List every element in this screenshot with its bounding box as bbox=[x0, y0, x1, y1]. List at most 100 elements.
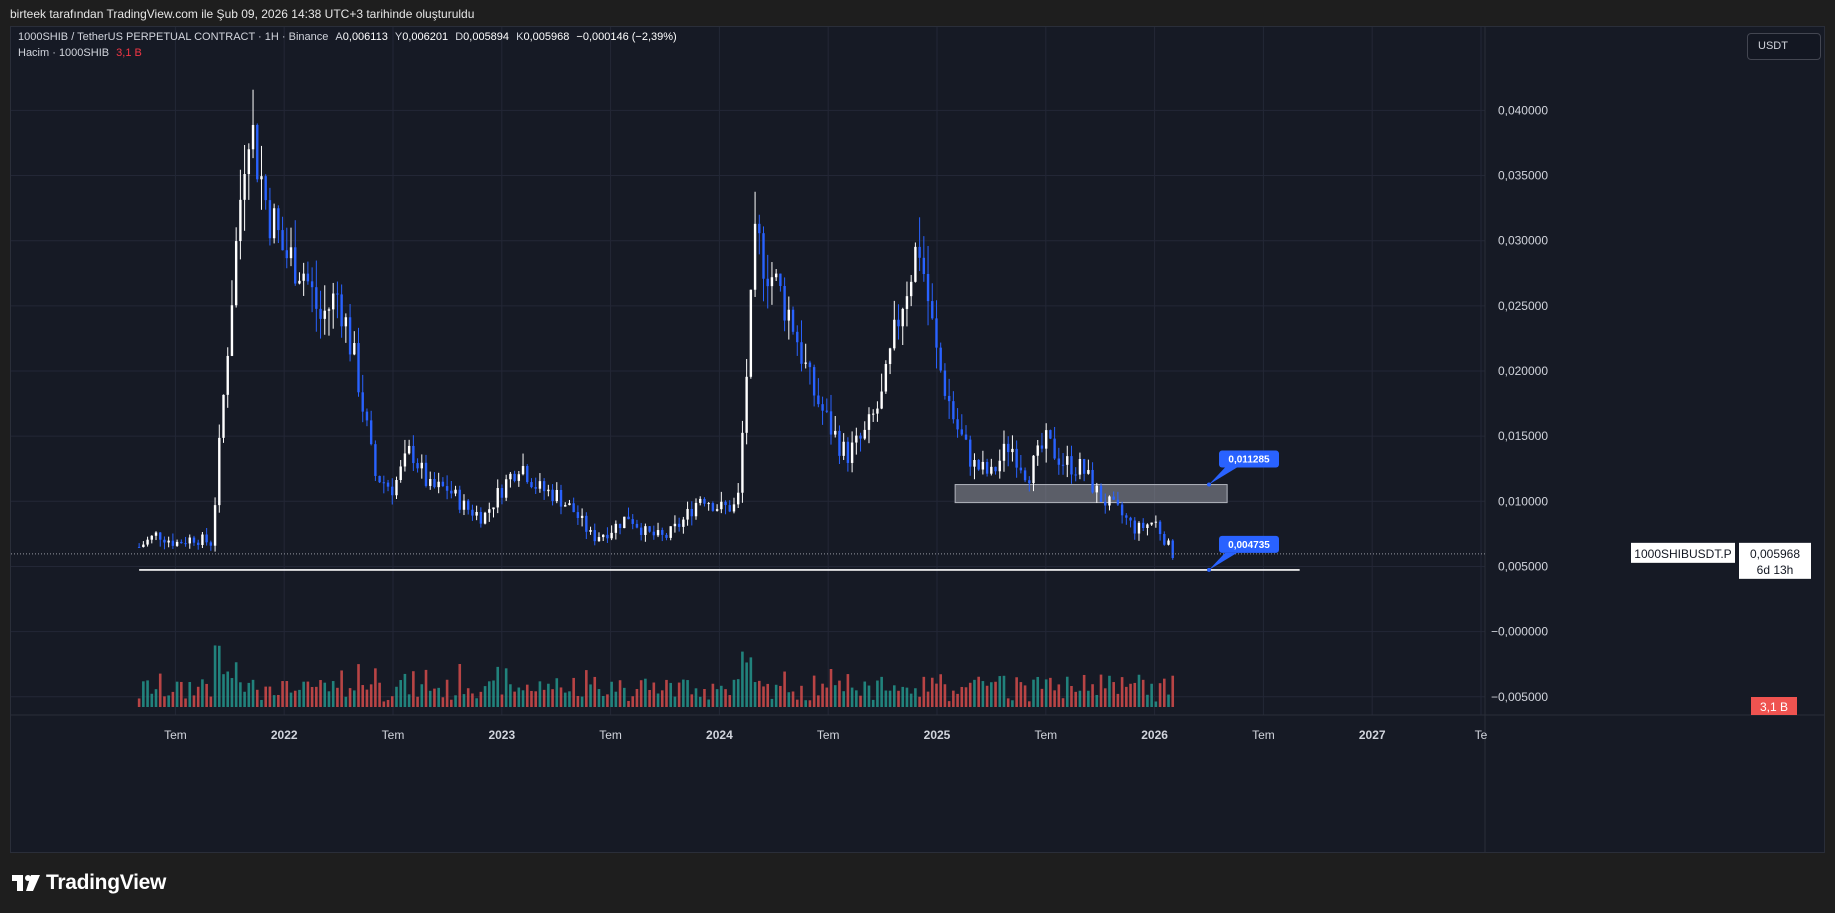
annotations[interactable]: 0,011285 0,004735 bbox=[1207, 450, 1279, 572]
candles[interactable] bbox=[137, 89, 1174, 560]
candle-body bbox=[623, 516, 626, 529]
candle-body bbox=[964, 434, 968, 440]
candle-body bbox=[530, 482, 533, 488]
volume-bar bbox=[559, 687, 563, 707]
volume-bar bbox=[462, 694, 466, 707]
price-note-label: 0,004735 bbox=[1228, 540, 1270, 551]
volume-bar bbox=[340, 670, 343, 707]
candle-body bbox=[171, 540, 175, 546]
candle-body bbox=[572, 503, 575, 513]
price-axis[interactable]: 0,040000 0,035000 0,030000 0,025000 0,020000… bbox=[1491, 103, 1548, 703]
candle-body bbox=[327, 309, 331, 311]
candle-body bbox=[1133, 520, 1136, 534]
candle-body bbox=[711, 503, 715, 511]
candle-body bbox=[277, 208, 280, 231]
candle-body bbox=[142, 544, 145, 548]
candle-body bbox=[163, 539, 166, 543]
time-tick-label: 2024 bbox=[706, 728, 733, 742]
price-tick-label: 0,020000 bbox=[1498, 364, 1548, 378]
candle-body bbox=[935, 318, 938, 348]
tradingview-logo[interactable]: TradingView bbox=[12, 871, 166, 895]
candle-body bbox=[323, 310, 326, 319]
price-tick-label: −0,000000 bbox=[1491, 625, 1548, 639]
volume-bar bbox=[234, 662, 238, 707]
volume-bar bbox=[239, 682, 242, 707]
volume-bar bbox=[724, 689, 727, 707]
price-tick-label: 0,010000 bbox=[1498, 494, 1548, 508]
volume-bar bbox=[644, 678, 647, 707]
candle-body bbox=[222, 394, 225, 438]
candle-body bbox=[905, 296, 909, 309]
volume-bar bbox=[201, 679, 204, 707]
volume-bar bbox=[154, 689, 158, 707]
chart-canvas[interactable]: 0,011285 0,004735 0,040000 0,035000 0,03000… bbox=[11, 27, 1824, 852]
candle-body bbox=[606, 534, 609, 539]
candle-body bbox=[977, 460, 980, 470]
volume-bar bbox=[416, 696, 419, 707]
candle-body bbox=[973, 460, 976, 467]
candle-body bbox=[361, 392, 364, 412]
candle-body bbox=[353, 343, 356, 355]
time-tick-label: 2022 bbox=[271, 728, 298, 742]
legend-main: 1000SHIB / TetherUS PERPETUAL CONTRACT ·… bbox=[18, 31, 677, 43]
currency-button[interactable]: USDT bbox=[1747, 33, 1821, 60]
candle-body bbox=[344, 317, 348, 327]
candle-body bbox=[559, 489, 563, 507]
volume-bar bbox=[525, 684, 529, 707]
symbol-tag-label: 1000SHIBUSDT.P bbox=[1634, 547, 1731, 561]
volume-bar bbox=[344, 696, 348, 707]
candle-body bbox=[745, 376, 748, 433]
volume-bar bbox=[437, 687, 440, 707]
volume-bar bbox=[580, 696, 584, 707]
volume-bar bbox=[947, 701, 951, 707]
volume-bar bbox=[1023, 685, 1027, 707]
time-axis[interactable]: Tem 2022 Tem 2023 Tem 2024 Tem 2025 Tem 2026 Tem 20… bbox=[164, 728, 1488, 742]
candle-body bbox=[146, 539, 149, 545]
candle-body bbox=[319, 308, 322, 319]
legend-symbol[interactable]: 1000SHIB / TetherUS PERPETUAL CONTRACT ·… bbox=[18, 31, 329, 43]
volume-bar bbox=[137, 698, 141, 707]
volume-bar bbox=[981, 681, 985, 707]
volume-bar bbox=[673, 696, 677, 707]
volume-bar bbox=[1002, 675, 1006, 707]
volume-bar bbox=[555, 678, 559, 707]
volume-bar bbox=[163, 696, 166, 707]
candle-body bbox=[496, 488, 499, 508]
volume-bar bbox=[690, 694, 694, 707]
legend-low-label: D bbox=[455, 31, 464, 43]
legend-volume-label[interactable]: Hacim · 1000SHIB bbox=[18, 47, 110, 59]
price-note-pointer bbox=[1209, 552, 1237, 570]
top-caption-bar: birteek tarafından TradingView.com ile Ş… bbox=[0, 0, 1835, 26]
candle-body bbox=[154, 532, 158, 536]
legend-low: 0,005894 bbox=[463, 31, 510, 43]
candle-body bbox=[922, 257, 926, 274]
volume-bar bbox=[1087, 690, 1090, 707]
time-tick-label: Tem bbox=[382, 728, 405, 742]
candle-body bbox=[551, 489, 554, 502]
candle-body bbox=[1108, 496, 1111, 506]
candle-body bbox=[736, 492, 740, 505]
candle-body bbox=[239, 199, 242, 242]
volume-bar bbox=[412, 671, 415, 707]
candle-body bbox=[475, 511, 478, 516]
candle-body bbox=[715, 509, 719, 511]
candle-body bbox=[589, 530, 592, 532]
candle-body bbox=[644, 526, 647, 535]
volume-bar bbox=[871, 699, 875, 707]
volume-bar bbox=[601, 695, 605, 707]
candle-body bbox=[412, 445, 415, 464]
candle-body bbox=[720, 501, 723, 510]
volume-bar bbox=[1162, 678, 1166, 707]
volume-bar bbox=[977, 676, 980, 707]
candle-body bbox=[821, 404, 824, 411]
candle-body bbox=[1154, 521, 1158, 523]
candle-body bbox=[433, 479, 436, 488]
time-tick-label: Tem bbox=[1034, 728, 1057, 742]
candle-body bbox=[690, 508, 693, 517]
volume-bar bbox=[757, 680, 761, 707]
chart-pane[interactable]: 0,011285 0,004735 0,040000 0,035000 0,03000… bbox=[10, 26, 1825, 853]
volume-bar bbox=[1082, 674, 1086, 707]
candle-body bbox=[534, 487, 537, 489]
volume-bar bbox=[1133, 682, 1137, 707]
volume-bar bbox=[293, 690, 297, 707]
